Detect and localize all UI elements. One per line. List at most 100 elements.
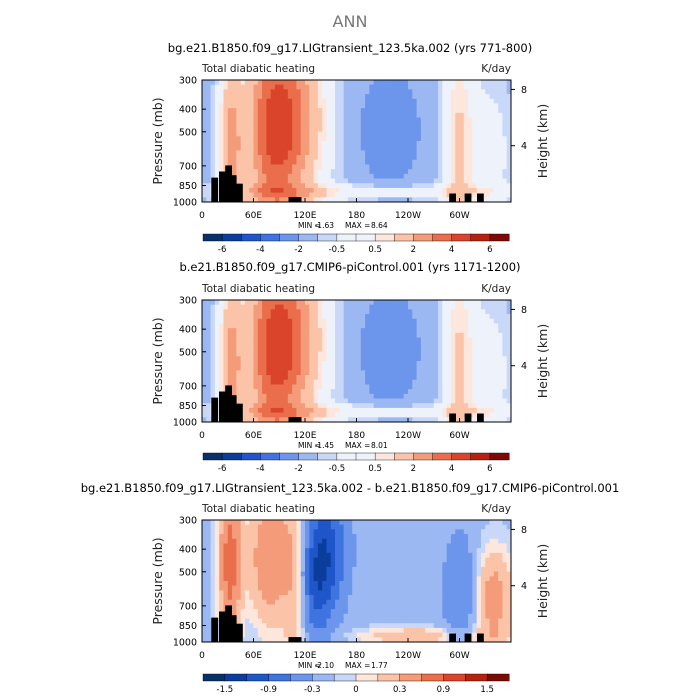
heatmap-cell — [382, 300, 387, 306]
heatmap-cell — [287, 187, 293, 194]
heatmap-cell — [450, 314, 456, 320]
heatmap-cell — [287, 318, 293, 324]
heatmap-cell — [296, 173, 302, 179]
heatmap-cell — [227, 94, 233, 100]
heatmap-cell — [347, 300, 353, 306]
heatmap-cell — [202, 417, 207, 423]
heatmap-cell — [326, 384, 332, 390]
heatmap-cell — [236, 300, 242, 306]
heatmap-cell — [377, 552, 383, 558]
heatmap-cell — [352, 178, 357, 184]
heatmap-cell — [326, 159, 332, 165]
heatmap-cell — [463, 351, 469, 357]
heatmap-cell — [202, 576, 207, 582]
heatmap-cell — [339, 131, 345, 137]
heatmap-cell — [313, 150, 319, 156]
heatmap-cell — [463, 520, 469, 526]
heatmap-cell — [244, 94, 250, 100]
heatmap-cell — [317, 520, 323, 526]
heatmap-cell — [390, 370, 396, 376]
heatmap-cell — [257, 173, 263, 179]
heatmap-cell — [347, 103, 353, 109]
heatmap-cell — [446, 342, 452, 348]
y-tick-label: 300 — [179, 296, 197, 307]
heatmap-cell — [227, 117, 233, 123]
heatmap-cell — [373, 534, 379, 540]
heatmap-cell — [365, 384, 370, 390]
colorbar-tick-label: 6 — [487, 464, 492, 474]
heatmap-cell — [450, 552, 456, 558]
heatmap-cell — [395, 108, 400, 114]
heatmap-cell — [352, 576, 357, 582]
heatmap-cell — [360, 370, 366, 376]
heatmap-cell — [463, 150, 469, 156]
heatmap-cell — [395, 145, 400, 151]
heatmap-cell — [223, 375, 229, 381]
heatmap-cell — [279, 94, 284, 100]
heatmap-cell — [202, 314, 207, 320]
heatmap-cell — [399, 150, 405, 156]
heatmap-cell — [352, 332, 357, 338]
heatmap-cell — [455, 361, 460, 367]
heatmap-cell — [240, 131, 246, 137]
heatmap-cell — [450, 403, 456, 409]
heatmap-cell — [390, 548, 396, 554]
heatmap-cell — [343, 141, 349, 147]
heatmap-cell — [214, 552, 220, 558]
heatmap-cell — [249, 389, 254, 395]
heatmap-cell — [244, 562, 250, 568]
heatmap-cell — [425, 145, 430, 151]
heatmap-cell — [502, 412, 508, 418]
heatmap-cell — [420, 103, 426, 109]
heatmap-cell — [386, 361, 392, 367]
heatmap-cell — [305, 173, 310, 179]
heatmap-cell — [360, 328, 366, 334]
heatmap-cell — [382, 389, 387, 395]
heatmap-cell — [369, 412, 375, 418]
heatmap-cell — [356, 407, 362, 414]
heatmap-cell — [274, 332, 280, 338]
heatmap-cell — [317, 108, 323, 114]
heatmap-cell — [390, 126, 396, 133]
heatmap-cell — [257, 117, 263, 123]
heatmap-cell — [442, 332, 448, 338]
colorbar-box — [202, 233, 223, 242]
heatmap-cell — [463, 318, 469, 324]
heatmap-cell — [463, 84, 469, 90]
heatmap-cell — [326, 562, 332, 568]
heatmap-cell — [253, 581, 259, 587]
heatmap-cell — [455, 529, 460, 535]
heatmap-cell — [347, 141, 353, 147]
heatmap-cell — [262, 351, 267, 357]
heatmap-cell — [395, 131, 400, 137]
heatmap-cell — [347, 346, 353, 353]
heatmap-cell — [317, 309, 323, 315]
heatmap-cell — [244, 590, 250, 596]
heatmap-cell — [219, 538, 224, 544]
heatmap-cell — [236, 94, 242, 100]
heatmap-cell — [262, 389, 267, 395]
heatmap-cell — [472, 571, 478, 577]
heatmap-cell — [210, 543, 216, 549]
heatmap-cell — [300, 89, 306, 95]
heatmap-cell — [442, 529, 448, 535]
heatmap-cell — [283, 557, 289, 563]
heatmap-cell — [240, 323, 246, 329]
heatmap-cell — [232, 342, 237, 348]
heatmap-cell — [202, 98, 207, 104]
heatmap-cell — [360, 314, 366, 320]
heatmap-cell — [420, 328, 426, 334]
heatmap-cell — [240, 84, 246, 90]
heatmap-cell — [390, 389, 396, 395]
heatmap-cell — [493, 557, 499, 563]
heatmap-cell — [322, 581, 327, 587]
heatmap-cell — [335, 173, 340, 179]
heatmap-cell — [305, 412, 310, 418]
heatmap-cell — [257, 150, 263, 156]
heatmap-cell — [253, 89, 259, 95]
heatmap-cell — [480, 534, 486, 540]
heatmap-cell — [403, 145, 409, 151]
heatmap-cell — [442, 520, 448, 526]
heatmap-cell — [425, 192, 430, 198]
heatmap-cell — [214, 309, 220, 315]
